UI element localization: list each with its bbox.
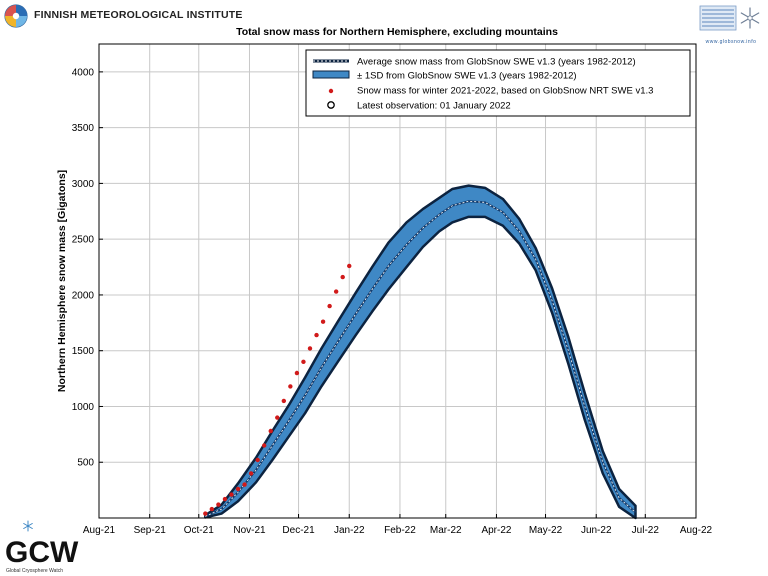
gcw-caption: Global Cryosphere Watch xyxy=(6,568,63,574)
observation-point xyxy=(209,506,215,512)
gcw-logo-text: GCW xyxy=(5,536,79,569)
observation-point xyxy=(327,303,332,309)
y-tick-label: 1000 xyxy=(72,402,95,413)
observation-point xyxy=(235,486,241,492)
observation-point xyxy=(340,274,345,280)
institute-name: FINNISH METEOROLOGICAL INSTITUTE xyxy=(34,9,243,21)
observation-point xyxy=(242,482,247,487)
x-tick-label: Feb-22 xyxy=(384,525,416,536)
y-tick-label: 2500 xyxy=(72,235,95,246)
observation-point xyxy=(301,359,306,365)
observation-point xyxy=(320,319,326,324)
y-axis-label: Northern Hemisphere snow mass [Gigatons] xyxy=(56,170,68,392)
x-tick-label: Oct-21 xyxy=(184,525,214,536)
plot-frame xyxy=(98,43,697,519)
observation-point xyxy=(333,289,339,294)
y-tick-label: 1500 xyxy=(72,346,95,357)
x-tick-label: Aug-22 xyxy=(680,525,713,536)
observation-point xyxy=(255,457,260,463)
observation-point xyxy=(294,370,300,376)
globsnow-logo xyxy=(699,5,760,31)
legend-entry-latest: Latest observation: 01 January 2022 xyxy=(357,101,511,112)
observation-point xyxy=(347,263,352,269)
observation-point xyxy=(288,384,293,389)
legend-entry-observations: Snow mass for winter 2021-2022, based on… xyxy=(357,86,653,97)
observation-points xyxy=(203,263,352,516)
fmi-logo xyxy=(4,4,28,28)
x-tick-label: Sep-21 xyxy=(134,525,167,536)
y-tick-label: 3000 xyxy=(72,179,95,190)
legend-entry-mean: Average snow mass from GlobSnow SWE v1.3… xyxy=(357,57,636,68)
observation-point xyxy=(261,443,267,448)
chart-title: Total snow mass for Northern Hemisphere,… xyxy=(236,26,558,38)
observation-point xyxy=(314,332,319,338)
x-tick-label: Mar-22 xyxy=(430,525,462,536)
mean-line-dashes xyxy=(205,200,636,517)
y-axis: 500 1000 1500 2000 2500 3000 3500 4000 xyxy=(72,67,103,469)
x-tick-label: May-22 xyxy=(529,525,563,536)
x-axis: Aug-21 Sep-21 Oct-21 Nov-21 Dec-21 Jan-22 Feb-… xyxy=(83,514,713,536)
y-tick-label: 2000 xyxy=(72,290,95,301)
globsnow-url: www.globsnow.info xyxy=(705,39,757,45)
x-tick-label: Aug-21 xyxy=(83,525,116,536)
observation-point xyxy=(281,398,287,404)
legend: Average snow mass from GlobSnow SWE v1.3… xyxy=(305,49,691,117)
legend-entry-band: ± 1SD from GlobSnow SWE v1.3 (years 1982… xyxy=(357,71,577,82)
snowflake-icon xyxy=(23,520,33,532)
legend-box xyxy=(305,49,691,117)
observation-point xyxy=(203,511,208,516)
x-tick-label: Jan-22 xyxy=(334,525,365,536)
legend-obs-swatch xyxy=(328,88,334,94)
sd-band-area xyxy=(204,184,637,520)
x-tick-label: Dec-21 xyxy=(282,525,315,536)
legend-band-swatch xyxy=(312,70,350,79)
sd-band xyxy=(204,184,637,520)
observation-point xyxy=(275,415,280,420)
x-tick-label: Jul-22 xyxy=(632,525,660,536)
observation-point xyxy=(248,471,254,476)
x-tick-label: Nov-21 xyxy=(233,525,266,536)
gcw-logo: GCW Global Cryosphere Watch xyxy=(5,520,79,574)
y-tick-label: 500 xyxy=(77,458,94,469)
observation-point xyxy=(268,428,273,434)
mean-line xyxy=(204,200,637,518)
observation-point xyxy=(229,492,234,497)
y-tick-label: 3500 xyxy=(72,123,95,134)
observation-point xyxy=(307,346,313,351)
y-tick-label: 4000 xyxy=(72,67,95,78)
x-tick-label: Jun-22 xyxy=(581,525,612,536)
legend-latest-swatch xyxy=(327,101,335,109)
observation-point xyxy=(216,502,221,507)
observation-point xyxy=(222,496,228,502)
x-tick-label: Apr-22 xyxy=(481,525,511,536)
